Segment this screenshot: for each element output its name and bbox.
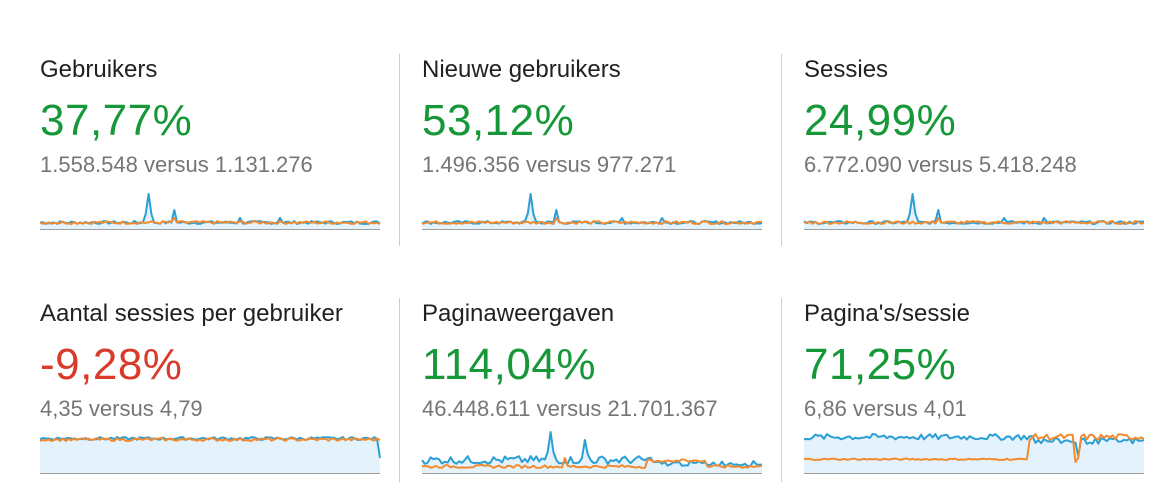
sparkline-current (421, 193, 763, 225)
metric-compare: 4,35 versus 4,79 (40, 396, 203, 421)
metric-change: 37,77% (40, 96, 193, 145)
metrics-grid: Gebruikers 37,77% 1.558.548 versus 1.131… (39, 54, 1145, 482)
sparkline-chart (803, 193, 1145, 230)
sparkline-previous (803, 433, 1145, 463)
metric-change: 53,12% (422, 96, 575, 145)
sparkline-current (803, 193, 1144, 225)
metric-change: 114,04% (422, 340, 596, 389)
metric-title: Paginaweergaven (422, 300, 615, 327)
metric-compare: 1.496.356 versus 977.271 (422, 152, 677, 177)
sparkline-current (39, 193, 381, 225)
sparkline-previous (39, 437, 381, 442)
sparkline-area (422, 432, 762, 474)
metric-change: 24,99% (804, 96, 957, 145)
sparkline-previous (421, 217, 762, 225)
metric-title: Sessies (804, 56, 889, 83)
metric-card-sessies-per-gebruiker[interactable]: Aantal sessies per gebruiker -9,28% 4,35… (39, 300, 381, 500)
metric-card-paginaweergaven[interactable]: Paginaweergaven 114,04% 46.448.611 versu… (421, 300, 763, 500)
sparkline-chart (421, 431, 763, 474)
column-divider (781, 298, 782, 482)
metric-compare: 6.772.090 versus 5.418.248 (804, 152, 1077, 177)
sparkline-chart (39, 436, 381, 474)
sparkline-area (804, 434, 1144, 474)
metric-card-sessies[interactable]: Sessies 24,99% 6.772.090 versus 5.418.24… (803, 56, 1145, 256)
metric-compare: 46.448.611 versus 21.701.367 (422, 396, 718, 421)
metric-title: Aantal sessies per gebruiker (40, 300, 343, 327)
sparkline-previous (39, 217, 381, 225)
sparkline-area (40, 437, 380, 474)
column-divider (399, 54, 400, 246)
sparkline-current (803, 433, 1145, 457)
metric-card-nieuwe-gebruikers[interactable]: Nieuwe gebruikers 53,12% 1.496.356 versu… (421, 56, 763, 256)
metric-title: Nieuwe gebruikers (422, 56, 621, 83)
metric-title: Gebruikers (40, 56, 158, 83)
metric-compare: 6,86 versus 4,01 (804, 396, 967, 421)
sparkline-previous (421, 457, 763, 469)
metric-compare: 1.558.548 versus 1.131.276 (40, 152, 313, 177)
sparkline-chart (39, 193, 381, 230)
metric-change: -9,28% (40, 340, 183, 389)
sparkline-previous (803, 217, 1145, 225)
metric-card-paginas-per-sessie[interactable]: Pagina's/sessie 71,25% 6,86 versus 4,01 (803, 300, 1145, 500)
column-divider (399, 298, 400, 482)
metric-card-gebruikers[interactable]: Gebruikers 37,77% 1.558.548 versus 1.131… (39, 56, 381, 256)
metric-change: 71,25% (804, 340, 957, 389)
sparkline-current (421, 431, 763, 467)
column-divider (781, 54, 782, 246)
sparkline-chart (421, 193, 763, 230)
metric-title: Pagina's/sessie (804, 300, 971, 327)
sparkline-chart (803, 433, 1145, 474)
